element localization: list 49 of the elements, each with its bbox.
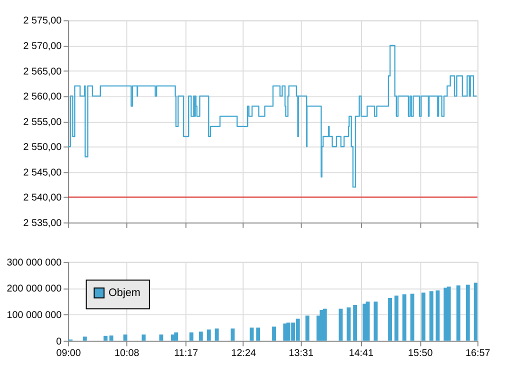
x-tick-label: 13:31: [288, 348, 314, 360]
y-tick-label: 2 555,00: [23, 116, 62, 128]
bar: [305, 316, 310, 341]
x-tick-label: 09:00: [56, 348, 82, 360]
bar: [421, 292, 426, 341]
x-tick-label: 16:57: [466, 348, 490, 360]
bar: [142, 334, 146, 341]
y-tick-label: 200 000 000: [6, 284, 62, 295]
bar: [109, 336, 114, 341]
bar: [272, 326, 276, 341]
bar: [388, 298, 392, 341]
bar: [214, 328, 219, 341]
y-tick-label: 2 535,00: [23, 218, 62, 229]
bar: [206, 330, 211, 341]
bar: [256, 328, 260, 341]
bar: [366, 302, 370, 341]
bar: [394, 296, 398, 341]
bar: [322, 308, 327, 341]
y-tick-label: 2 570,00: [23, 40, 62, 52]
bar: [189, 332, 194, 341]
bar: [159, 334, 164, 341]
bar: [104, 336, 108, 341]
y-tick-label: 2 565,00: [23, 66, 62, 78]
bar: [198, 332, 203, 341]
bar: [250, 328, 254, 341]
y-tick-label: 2 540,00: [23, 192, 62, 204]
x-tick-label: 14:41: [348, 348, 374, 360]
x-tick-label: 15:50: [408, 348, 434, 360]
bar: [456, 285, 460, 341]
y-tick-label: 0: [56, 336, 62, 348]
bar: [446, 286, 451, 341]
bar: [174, 332, 178, 341]
x-tick-label: 10:08: [114, 348, 140, 360]
bar: [402, 294, 406, 341]
y-tick-label: 2 575,00: [23, 16, 62, 27]
bar: [353, 305, 358, 341]
bar: [436, 290, 440, 341]
bar: [429, 291, 434, 341]
bar: [82, 336, 87, 341]
bar: [374, 302, 378, 341]
x-tick-label: 12:24: [231, 348, 256, 360]
y-tick-label: 100 000 000: [6, 310, 62, 321]
y-tick-label: 2 550,00: [23, 142, 62, 154]
y-tick-label: 2 545,00: [23, 167, 62, 178]
y-tick-label: 2 560,00: [23, 92, 62, 103]
x-tick-label: 11:17: [174, 348, 198, 360]
bar: [466, 284, 470, 341]
legend-label: Objem: [108, 286, 140, 299]
y-tick-label: 300 000 000: [6, 257, 62, 268]
